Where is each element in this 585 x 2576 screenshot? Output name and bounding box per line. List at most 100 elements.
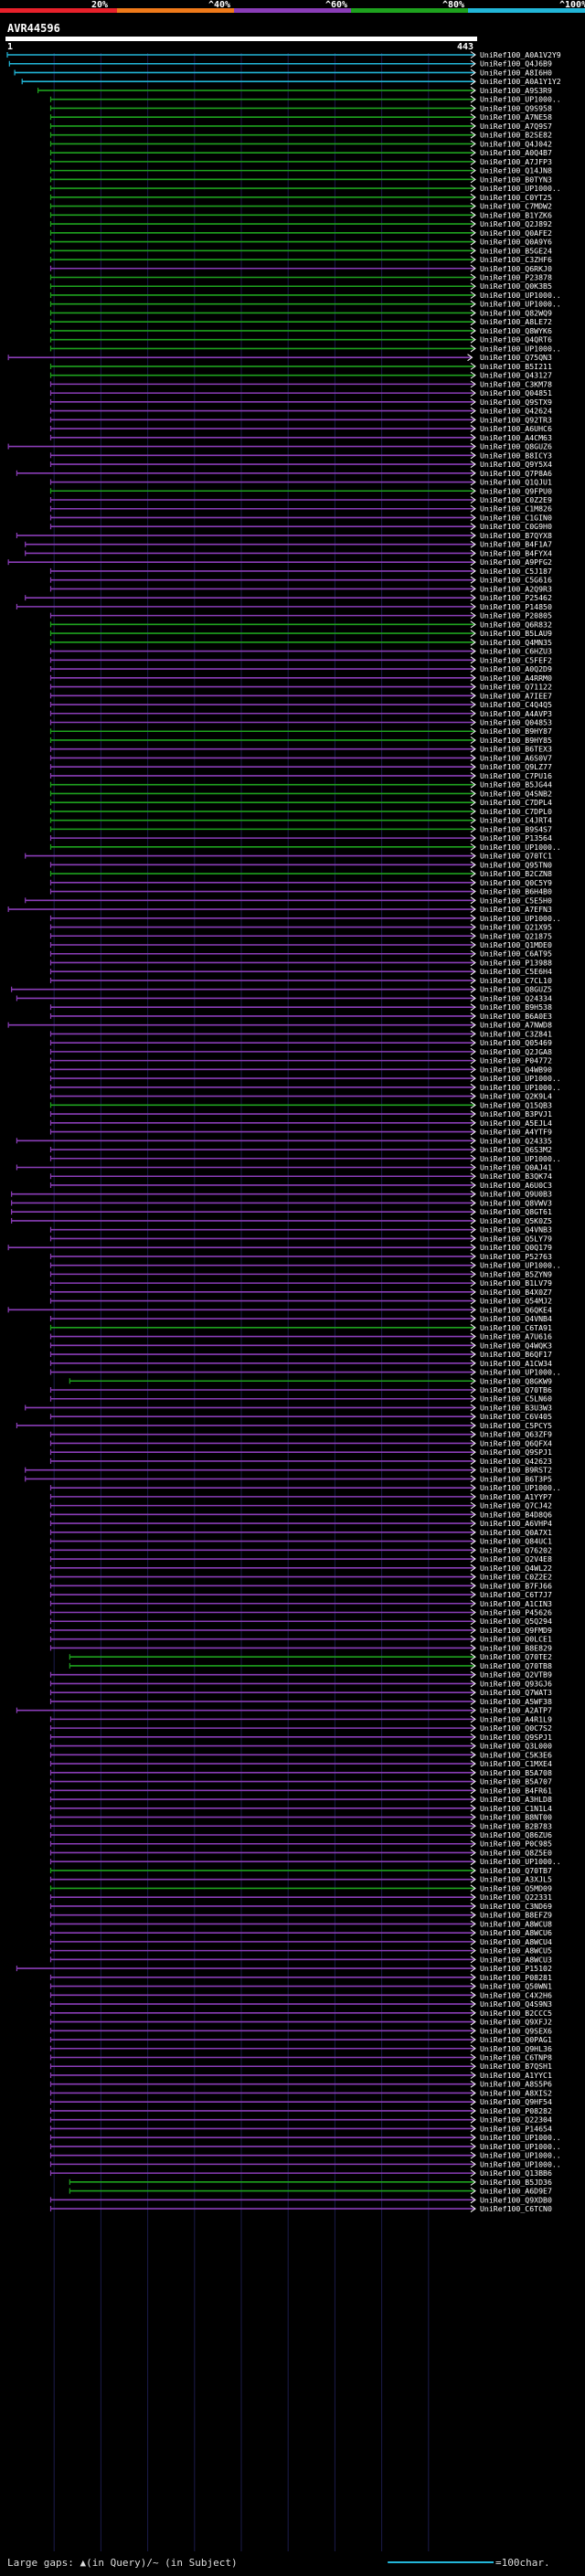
hit-row[interactable]: UniRef100_B6T3P5: [25, 1474, 552, 1483]
hit-row[interactable]: UniRef100_C5LN60: [49, 1394, 552, 1404]
hit-row[interactable]: UniRef100_C5PCY5: [16, 1421, 552, 1430]
hit-row[interactable]: UniRef100_C7CL10: [49, 976, 552, 985]
hit-row[interactable]: UniRef100_B3U3W3: [25, 1403, 552, 1412]
hit-label[interactable]: UniRef100_B8EFZ9: [480, 1911, 552, 1920]
hit-label[interactable]: UniRef100_C0Z2E9: [480, 495, 552, 504]
hit-label[interactable]: UniRef100_Q4J6B9: [480, 59, 552, 69]
hit-label[interactable]: UniRef100_Q9Y5X4: [480, 460, 552, 469]
hit-label[interactable]: UniRef100_UP1000..: [480, 1857, 561, 1866]
hit-label[interactable]: UniRef100_C5E6H4: [480, 967, 552, 976]
hit-label[interactable]: UniRef100_UP1000..: [480, 2142, 561, 2151]
hit-row[interactable]: UniRef100_B6TEX3: [49, 745, 552, 754]
hit-label[interactable]: UniRef100_UP1000..: [480, 1261, 561, 1270]
hit-row[interactable]: UniRef100_B5GE24: [49, 246, 552, 255]
hit-row[interactable]: UniRef100_Q95TN0: [49, 860, 552, 869]
hit-label[interactable]: UniRef100_B8E829: [480, 1643, 552, 1652]
hit-row[interactable]: UniRef100_Q4SNB2: [49, 789, 552, 798]
hit-label[interactable]: UniRef100_C7DPL0: [480, 807, 552, 816]
hit-label[interactable]: UniRef100_Q04853: [480, 718, 552, 727]
hit-label[interactable]: UniRef100_A8WCU6: [480, 1928, 552, 1937]
hit-label[interactable]: UniRef100_Q82WQ9: [480, 308, 552, 317]
hit-label[interactable]: UniRef100_A8XIS2: [480, 2088, 552, 2097]
hit-label[interactable]: UniRef100_P0C985: [480, 1839, 552, 1849]
hit-row[interactable]: UniRef100_B9RST2: [25, 1466, 552, 1475]
hit-label[interactable]: UniRef100_Q2V4E8: [480, 1554, 552, 1564]
hit-row[interactable]: UniRef100_Q2J892: [49, 219, 552, 228]
hit-label[interactable]: UniRef100_P20805: [480, 611, 552, 620]
hit-label[interactable]: UniRef100_B7QYX8: [480, 531, 552, 540]
hit-row[interactable]: UniRef100_Q4J6B9: [8, 59, 552, 69]
hit-row[interactable]: UniRef100_C3KM78: [49, 379, 552, 388]
hit-row[interactable]: UniRef100_A8WCU6: [49, 1928, 552, 1937]
hit-label[interactable]: UniRef100_UP1000..: [480, 2151, 561, 2160]
hit-label[interactable]: UniRef100_A6U0C3: [480, 1181, 552, 1190]
hit-label[interactable]: UniRef100_Q0K3B5: [480, 281, 552, 291]
hit-label[interactable]: UniRef100_A8WCU3: [480, 1955, 552, 1964]
hit-label[interactable]: UniRef100_Q6S3M2: [480, 1145, 552, 1154]
hit-label[interactable]: UniRef100_P08281: [480, 1973, 552, 1982]
hit-label[interactable]: UniRef100_B6H4B0: [480, 887, 552, 896]
hit-row[interactable]: UniRef100_Q8WYK6: [49, 326, 552, 335]
hit-row[interactable]: UniRef100_C4Q4Q5: [49, 700, 552, 709]
hit-row[interactable]: UniRef100_C0Z2E2: [49, 1573, 552, 1582]
hit-label[interactable]: UniRef100_A4AVP3: [480, 709, 552, 718]
hit-row[interactable]: UniRef100_UP1000..: [49, 291, 561, 300]
hit-label[interactable]: UniRef100_Q92TR3: [480, 415, 552, 424]
hit-row[interactable]: UniRef100_B2B783: [49, 1821, 552, 1830]
hit-label[interactable]: UniRef100_UP1000..: [480, 1483, 561, 1492]
hit-label[interactable]: UniRef100_Q4MN35: [480, 638, 552, 647]
hit-row[interactable]: UniRef100_Q4MN35: [49, 638, 552, 647]
hit-label[interactable]: UniRef100_C6TCN0: [480, 2204, 552, 2213]
hit-row[interactable]: UniRef100_UP1000..: [49, 300, 561, 309]
hit-label[interactable]: UniRef100_Q14JN8: [480, 166, 552, 175]
hit-label[interactable]: UniRef100_B4FYX4: [480, 548, 552, 557]
hit-label[interactable]: UniRef100_P14654: [480, 2124, 552, 2133]
hit-row[interactable]: UniRef100_B2SE82: [49, 131, 552, 140]
hit-row[interactable]: UniRef100_B7FJ66: [49, 1581, 552, 1590]
hit-row[interactable]: UniRef100_UP1000..: [49, 1083, 561, 1092]
hit-row[interactable]: UniRef100_A6S0V7: [49, 753, 552, 762]
hit-label[interactable]: UniRef100_B6TEX3: [480, 745, 552, 754]
hit-label[interactable]: UniRef100_B2CZN8: [480, 869, 552, 878]
hit-label[interactable]: UniRef100_A6S0V7: [480, 753, 552, 762]
hit-row[interactable]: UniRef100_B7QYX8: [16, 531, 552, 540]
hit-label[interactable]: UniRef100_B7QSH1: [480, 2062, 552, 2071]
hit-row[interactable]: UniRef100_UP1000..: [49, 95, 561, 104]
hit-row[interactable]: UniRef100_A6VHP4: [49, 1519, 552, 1528]
hit-row[interactable]: UniRef100_UP1000..: [49, 2159, 561, 2168]
hit-row[interactable]: UniRef100_A4RRM0: [49, 673, 552, 683]
hit-label[interactable]: UniRef100_Q6R832: [480, 620, 552, 629]
hit-row[interactable]: UniRef100_B4F1A7: [25, 540, 552, 549]
hit-label[interactable]: UniRef100_Q15QB3: [480, 1100, 552, 1109]
hit-label[interactable]: UniRef100_Q5MD09: [480, 1883, 552, 1892]
hit-row[interactable]: UniRef100_P08281: [49, 1973, 552, 1982]
hit-row[interactable]: UniRef100_B3QK74: [49, 1171, 552, 1181]
hit-row[interactable]: UniRef100_A8S5P6: [49, 2080, 552, 2089]
hit-label[interactable]: UniRef100_Q43127: [480, 371, 552, 380]
hit-row[interactable]: UniRef100_Q9FMD9: [49, 1626, 552, 1635]
hit-label[interactable]: UniRef100_Q42623: [480, 1457, 552, 1466]
hit-label[interactable]: UniRef100_B2SE82: [480, 131, 552, 140]
hit-label[interactable]: UniRef100_C5K3E6: [480, 1750, 552, 1759]
hit-label[interactable]: UniRef100_Q22331: [480, 1892, 552, 1902]
hit-label[interactable]: UniRef100_C5J187: [480, 567, 552, 576]
hit-row[interactable]: UniRef100_Q5MD09: [49, 1883, 552, 1892]
hit-label[interactable]: UniRef100_Q95TN0: [480, 860, 552, 869]
hit-row[interactable]: UniRef100_Q50WN1: [49, 1982, 552, 1991]
hit-row[interactable]: UniRef100_A5EJL4: [49, 1118, 552, 1128]
hit-row[interactable]: UniRef100_Q8GKW9: [69, 1376, 552, 1385]
hit-row[interactable]: UniRef100_UP1000..: [49, 1261, 561, 1270]
hit-label[interactable]: UniRef100_A7IEE7: [480, 691, 552, 700]
hit-label[interactable]: UniRef100_UP1000..: [480, 95, 561, 104]
hit-row[interactable]: UniRef100_C5FEF2: [49, 655, 552, 664]
hit-row[interactable]: UniRef100_Q2K9L4: [49, 1092, 552, 1101]
hit-row[interactable]: UniRef100_B5I211: [49, 362, 552, 371]
hit-row[interactable]: UniRef100_Q6R832: [49, 620, 552, 629]
hit-row[interactable]: UniRef100_Q21X95: [49, 923, 552, 932]
hit-label[interactable]: UniRef100_C6T7J7: [480, 1590, 552, 1599]
hit-row[interactable]: UniRef100_Q1QJU1: [49, 478, 552, 487]
hit-row[interactable]: UniRef100_A6D9E7: [69, 2187, 552, 2196]
hit-row[interactable]: UniRef100_Q9FPU0: [49, 486, 552, 495]
hit-label[interactable]: UniRef100_A4CM63: [480, 433, 552, 442]
hit-label[interactable]: UniRef100_B3PVJ1: [480, 1109, 552, 1118]
